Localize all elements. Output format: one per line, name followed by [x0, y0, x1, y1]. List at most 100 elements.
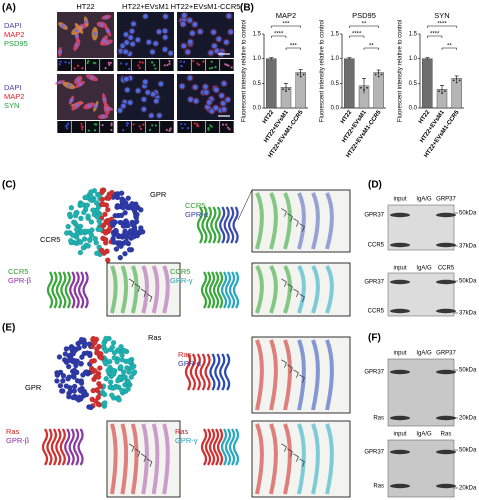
atom	[76, 394, 83, 401]
zoom-helix	[325, 423, 334, 495]
atom	[79, 201, 85, 208]
band-label: Ras	[373, 416, 384, 422]
y-tick-label: 0.0	[331, 106, 340, 112]
atom	[77, 223, 84, 230]
micrograph-tile	[117, 59, 131, 71]
channel-label: DAPI	[4, 21, 22, 30]
atom	[79, 228, 86, 235]
zoom-helix	[110, 265, 118, 314]
atom	[80, 389, 87, 396]
atom	[71, 367, 78, 374]
tile-dot	[101, 123, 104, 127]
nucleus	[153, 98, 159, 104]
atom	[107, 379, 114, 385]
tile-dot	[128, 67, 131, 71]
structure-label: CCR5	[185, 201, 205, 210]
atom	[119, 352, 125, 358]
structure-label: GPR-γ	[175, 436, 198, 445]
nucleus	[104, 15, 109, 19]
helix	[228, 271, 236, 309]
helix	[228, 206, 235, 244]
nucleus	[75, 34, 79, 39]
nucleus	[135, 37, 141, 43]
nucleus	[197, 29, 203, 35]
significance-label: ***	[290, 44, 298, 50]
band	[436, 369, 456, 375]
atom	[96, 218, 102, 224]
atom	[111, 355, 117, 361]
tile-dot	[150, 61, 154, 64]
band	[390, 449, 410, 455]
atom	[119, 198, 125, 205]
atom	[125, 379, 132, 385]
atom	[101, 391, 108, 398]
atom	[131, 369, 138, 375]
band-label: GPR37	[364, 370, 384, 376]
atom	[120, 223, 127, 229]
atom	[126, 358, 133, 364]
helix	[216, 428, 224, 466]
data-point	[377, 75, 380, 78]
atom	[104, 257, 111, 263]
chart-title: MAP2	[276, 11, 296, 20]
band	[436, 483, 456, 489]
micrograph-tile	[100, 59, 114, 71]
band	[390, 483, 410, 489]
atom	[88, 358, 95, 365]
helix	[201, 206, 208, 244]
tile-dot	[76, 64, 80, 67]
y-tick-label: 1.5	[331, 32, 340, 38]
atom	[56, 354, 63, 360]
tile-dot	[168, 129, 171, 132]
atom	[113, 246, 120, 252]
zoom-helix	[130, 423, 139, 495]
tile-dot	[108, 63, 111, 67]
micrograph-tile	[205, 59, 220, 71]
tile-dot	[210, 60, 213, 63]
significance-label: ****	[274, 32, 284, 38]
nucleus	[156, 113, 162, 118]
atom	[114, 359, 120, 365]
atom	[85, 243, 91, 249]
structure-label: CCR5	[170, 267, 190, 276]
zoom-helix	[255, 423, 264, 495]
atom	[70, 372, 77, 378]
nucleus	[87, 104, 91, 108]
tile-dot	[148, 128, 152, 132]
zoom-helix	[311, 265, 320, 314]
band-label: CCR5	[368, 309, 385, 315]
atom	[68, 205, 75, 211]
residue	[287, 213, 293, 222]
nucleus	[180, 21, 186, 27]
blot	[387, 204, 455, 251]
y-tick-label: 0.5	[331, 81, 340, 87]
structure-label: CCR5	[8, 267, 28, 276]
nucleus	[123, 49, 129, 55]
atom	[92, 236, 99, 242]
marker-label: 50kDa	[459, 279, 477, 285]
structure-label: GPR	[25, 383, 42, 392]
zoom-helix	[283, 192, 292, 250]
bar	[373, 72, 384, 109]
atom	[123, 231, 130, 237]
residue	[299, 293, 305, 303]
data-point	[296, 73, 299, 76]
zoom-helix	[325, 339, 334, 411]
nucleus	[130, 41, 136, 47]
column-header: HT22+EVsM1	[122, 2, 169, 11]
tile-dot	[225, 123, 228, 126]
significance-label: **	[369, 44, 374, 50]
nucleus	[203, 84, 208, 90]
atom	[112, 212, 118, 219]
atom	[126, 247, 133, 253]
micrograph-tile	[145, 59, 160, 71]
structure-label: CCR5	[40, 235, 60, 244]
data-point	[444, 90, 446, 93]
helix	[41, 428, 49, 466]
tile-dot	[87, 59, 90, 63]
tile-dot	[196, 62, 199, 65]
atom	[98, 354, 105, 361]
atom	[97, 383, 104, 390]
atom	[123, 238, 129, 245]
